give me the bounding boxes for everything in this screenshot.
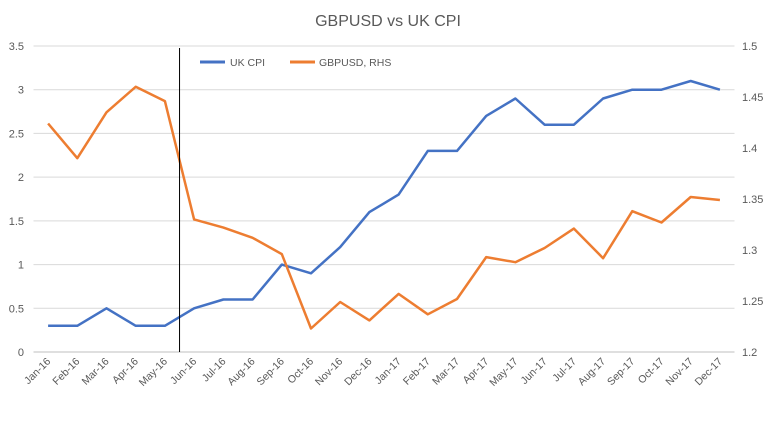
x-tick-label: Apr-16 xyxy=(110,356,141,387)
right-tick-label: 1.2 xyxy=(742,347,757,359)
x-tick-label: Oct-17 xyxy=(636,356,667,387)
right-tick-label: 1.3 xyxy=(742,245,757,257)
left-tick-label: 3.5 xyxy=(9,41,24,53)
left-tick-label: 3 xyxy=(18,85,24,97)
right-tick-label: 1.4 xyxy=(742,143,757,155)
series-line-gbpusd-rhs xyxy=(47,85,721,330)
x-tick-label: Mar-17 xyxy=(430,356,462,388)
x-tick-label: Jan-16 xyxy=(22,356,53,387)
x-tick-label: Apr-17 xyxy=(461,356,492,387)
x-tick-label: Dec-17 xyxy=(693,356,726,389)
x-tick-label: Jun-16 xyxy=(168,356,199,387)
x-tick-label: Dec-16 xyxy=(342,356,375,389)
legend-label-gbpusd: GBPUSD, RHS xyxy=(319,57,391,69)
x-tick-label: Aug-17 xyxy=(576,356,609,389)
x-tick-label: Aug-16 xyxy=(225,356,258,389)
left-tick-label: 0 xyxy=(18,347,24,359)
gridlines xyxy=(33,45,735,353)
left-tick-label: 2 xyxy=(18,172,24,184)
x-tick-label: Feb-17 xyxy=(401,356,433,388)
x-tick-label: Nov-17 xyxy=(663,356,696,389)
x-tick-label: Jun-17 xyxy=(519,356,550,387)
x-tick-label: May-16 xyxy=(137,356,170,389)
left-tick-label: 2.5 xyxy=(9,128,24,140)
right-tick-label: 1.5 xyxy=(742,41,757,53)
x-tick-label: Jan-17 xyxy=(373,356,404,387)
x-tick-label: May-17 xyxy=(487,356,520,389)
chart-title: GBPUSD vs UK CPI xyxy=(315,13,461,30)
right-tick-label: 1.25 xyxy=(742,296,763,308)
x-tick-label: Jul-16 xyxy=(200,356,229,385)
right-axis-ticks: 1.2 1.25 1.3 1.35 1.4 1.45 1.5 xyxy=(742,41,763,359)
series-lines xyxy=(47,79,721,330)
left-tick-label: 0.5 xyxy=(9,303,24,315)
legend-label-uk-cpi: UK CPI xyxy=(230,57,265,69)
series-line-uk-cpi xyxy=(48,79,721,328)
x-tick-label: Sep-16 xyxy=(254,356,287,389)
x-tick-label: Oct-16 xyxy=(285,356,316,387)
x-tick-label: Sep-17 xyxy=(605,356,638,389)
x-tick-label: Mar-16 xyxy=(80,356,112,388)
right-tick-label: 1.35 xyxy=(742,194,763,206)
right-tick-label: 1.45 xyxy=(742,92,763,104)
x-tick-label: Feb-16 xyxy=(50,356,82,388)
x-tick-label: Nov-16 xyxy=(313,356,346,389)
left-tick-label: 1.5 xyxy=(9,216,24,228)
left-axis-ticks: 0 0.5 1 1.5 2 2.5 3 3.5 xyxy=(9,41,24,359)
left-tick-label: 1 xyxy=(18,260,24,272)
x-tick-label: Jul-17 xyxy=(550,356,579,385)
legend: UK CPI GBPUSD, RHS xyxy=(200,57,391,69)
